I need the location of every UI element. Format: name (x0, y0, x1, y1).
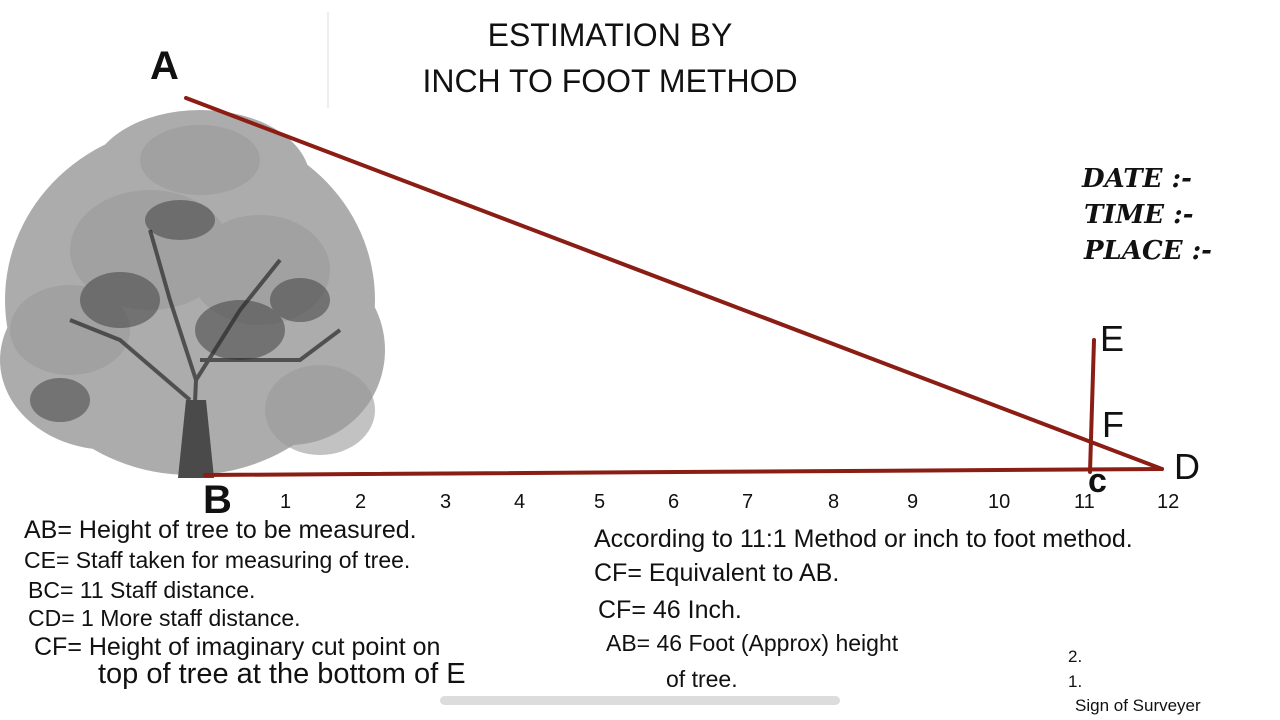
horizontal-scrollbar[interactable] (440, 696, 840, 705)
scale-tick-11: 11 (1074, 491, 1095, 513)
point-label-c: c (1088, 462, 1107, 500)
page-title-line-1: ESTIMATION BY (487, 17, 733, 53)
scale-tick-1: 1 (280, 491, 292, 513)
line-ad (184, 96, 1164, 471)
page-title-line-2: INCH TO FOOT METHOD (422, 63, 798, 99)
line-bd (203, 467, 1164, 477)
scale-tick-4: 4 (514, 491, 526, 513)
definition-bc: BC= 11 Staff distance. (28, 577, 256, 603)
signature-item-1: 1. (1068, 672, 1083, 691)
point-label-e: E (1100, 318, 1125, 359)
signature-label: Sign of Surveyer (1075, 696, 1201, 715)
scale-tick-5: 5 (594, 491, 606, 513)
ab-value: AB= 46 Foot (Approx) height (606, 630, 899, 656)
sight-lines (184, 96, 1164, 477)
place-label: PLACE :- (1084, 236, 1212, 266)
scale-tick-10: 10 (988, 491, 1011, 513)
scale-tick-2: 2 (355, 491, 367, 513)
point-label-a: A (150, 44, 179, 88)
method-statement: According to 11:1 Method or inch to foot… (594, 525, 1133, 553)
scale-tick-6: 6 (668, 491, 680, 513)
point-label-f: F (1102, 404, 1124, 445)
time-label: TIME :- (1084, 200, 1194, 230)
scale-tick-3: 3 (440, 491, 452, 513)
signature-item-2: 2. (1068, 647, 1083, 666)
definition-cf: CF= Height of imaginary cut point on (34, 633, 441, 661)
scale-tick-9: 9 (907, 491, 919, 513)
cf-value: CF= 46 Inch. (598, 596, 742, 624)
definition-cf-continued: top of tree at the bottom of E (98, 658, 466, 690)
date-label: DATE :- (1082, 164, 1192, 194)
point-label-b: B (203, 478, 232, 522)
ab-value-continued: of tree. (666, 666, 738, 692)
point-label-d: D (1174, 446, 1200, 487)
staff-ce (1088, 338, 1096, 474)
tree-illustration (0, 110, 385, 478)
scale-tick-7: 7 (742, 491, 754, 513)
definition-ab: AB= Height of tree to be measured. (24, 516, 417, 544)
scale-tick-12: 12 (1157, 491, 1180, 513)
definition-ce: CE= Staff taken for measuring of tree. (24, 547, 411, 573)
scale-tick-8: 8 (828, 491, 840, 513)
definition-cd: CD= 1 More staff distance. (28, 605, 301, 631)
cf-equivalence: CF= Equivalent to AB. (594, 559, 840, 587)
